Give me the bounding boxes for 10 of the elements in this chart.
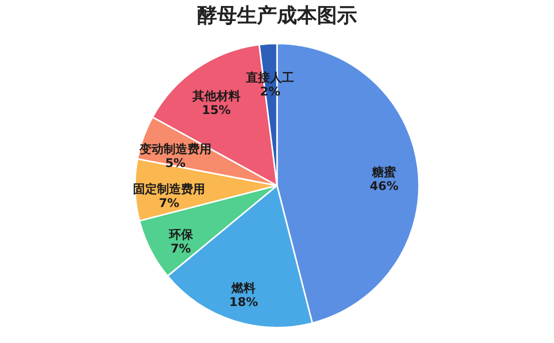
chart-title: 酵母生产成本图示 (197, 3, 357, 27)
slice-label: 其他材料 (191, 89, 240, 104)
slice-label: 燃料 (230, 281, 256, 296)
data-label: 18% (229, 295, 258, 310)
slice-label: 糖蜜 (371, 164, 398, 179)
slice-label: 环保 (168, 228, 194, 242)
data-label: 15% (202, 103, 231, 118)
data-label: 46% (370, 178, 399, 193)
data-label: 7% (170, 242, 191, 256)
data-label: 7% (158, 196, 180, 210)
